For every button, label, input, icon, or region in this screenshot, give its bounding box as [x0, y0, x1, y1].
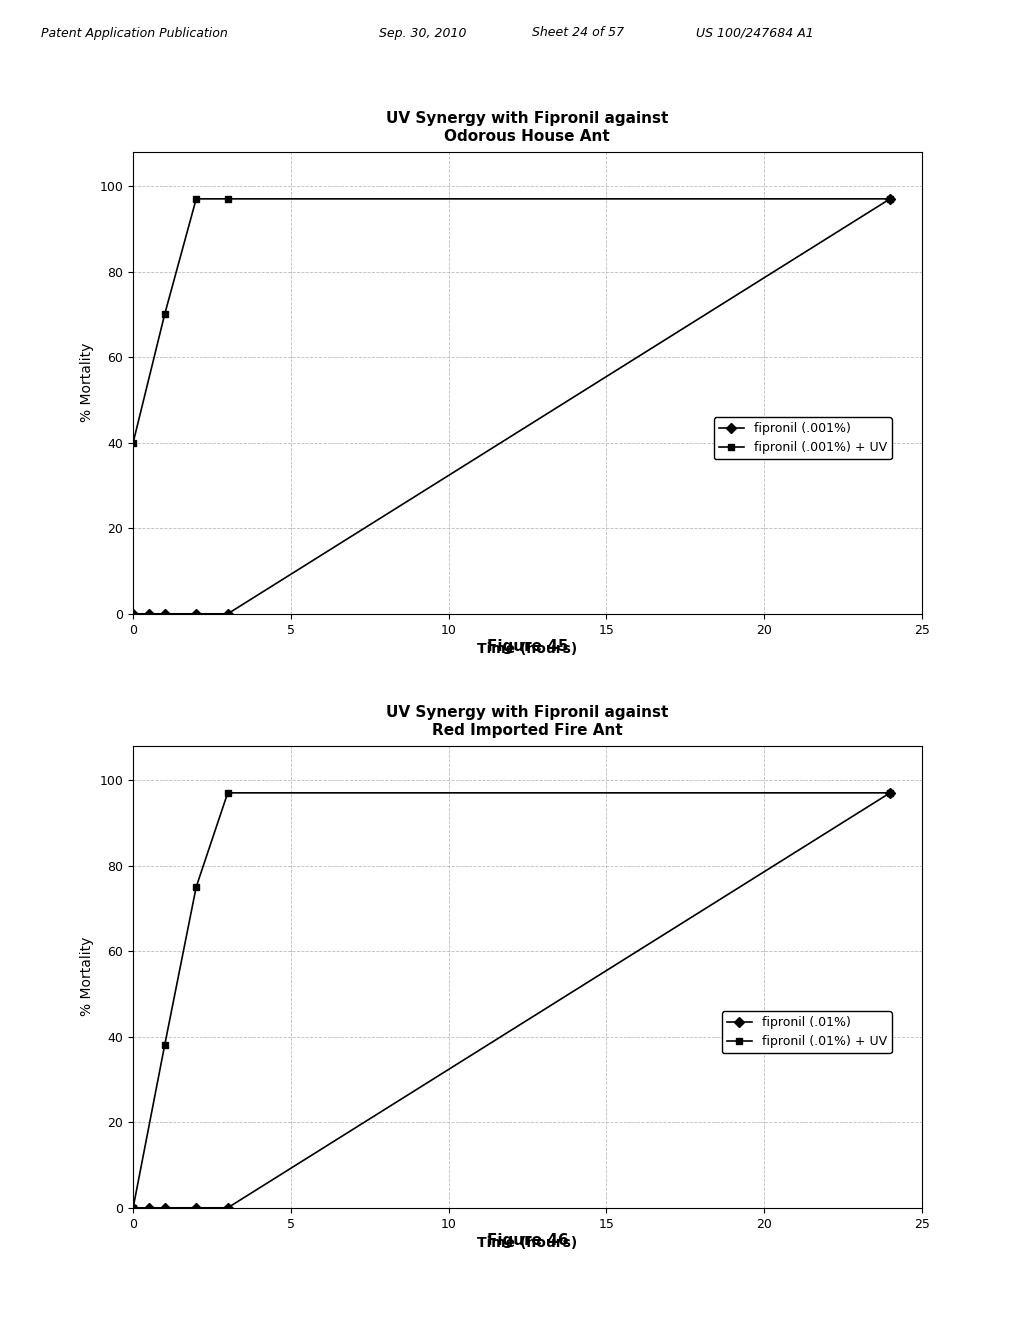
Text: Sheet 24 of 57: Sheet 24 of 57 — [532, 26, 625, 40]
Text: Figure 46: Figure 46 — [486, 1233, 568, 1249]
fipronil (.01%) + UV — [884, 785, 896, 801]
fipronil (.01%) + UV — [127, 1200, 139, 1216]
fipronil (.001%) — [190, 606, 203, 622]
fipronil (.001%) — [884, 191, 896, 207]
fipronil (.001%) + UV — [159, 306, 171, 322]
fipronil (.001%) — [221, 606, 233, 622]
fipronil (.01%) + UV — [159, 1038, 171, 1053]
X-axis label: Time (hours): Time (hours) — [477, 642, 578, 656]
X-axis label: Time (hours): Time (hours) — [477, 1236, 578, 1250]
Text: Patent Application Publication: Patent Application Publication — [41, 26, 227, 40]
fipronil (.01%) + UV — [221, 785, 233, 801]
Text: US 100/247684 A1: US 100/247684 A1 — [696, 26, 814, 40]
fipronil (.01%) — [884, 785, 896, 801]
Text: Figure 45: Figure 45 — [486, 639, 568, 655]
Line: fipronil (.01%): fipronil (.01%) — [130, 789, 894, 1212]
Legend: fipronil (.001%), fipronil (.001%) + UV: fipronil (.001%), fipronil (.001%) + UV — [714, 417, 892, 459]
Line: fipronil (.001%) + UV: fipronil (.001%) + UV — [130, 195, 894, 446]
fipronil (.001%) + UV — [221, 191, 233, 207]
fipronil (.001%) — [127, 606, 139, 622]
Y-axis label: % Mortality: % Mortality — [80, 343, 94, 422]
Legend: fipronil (.01%), fipronil (.01%) + UV: fipronil (.01%), fipronil (.01%) + UV — [722, 1011, 892, 1053]
fipronil (.01%) — [127, 1200, 139, 1216]
Y-axis label: % Mortality: % Mortality — [80, 937, 94, 1016]
fipronil (.001%) + UV — [127, 434, 139, 450]
fipronil (.001%) — [159, 606, 171, 622]
Title: UV Synergy with Fipronil against
Red Imported Fire Ant: UV Synergy with Fipronil against Red Imp… — [386, 705, 669, 738]
fipronil (.01%) — [221, 1200, 233, 1216]
fipronil (.001%) — [142, 606, 155, 622]
Line: fipronil (.01%) + UV: fipronil (.01%) + UV — [130, 789, 894, 1212]
fipronil (.01%) + UV — [190, 879, 203, 895]
Title: UV Synergy with Fipronil against
Odorous House Ant: UV Synergy with Fipronil against Odorous… — [386, 111, 669, 144]
fipronil (.01%) — [142, 1200, 155, 1216]
fipronil (.001%) + UV — [884, 191, 896, 207]
fipronil (.001%) + UV — [190, 191, 203, 207]
Text: Sep. 30, 2010: Sep. 30, 2010 — [379, 26, 466, 40]
Line: fipronil (.001%): fipronil (.001%) — [130, 195, 894, 618]
fipronil (.01%) — [190, 1200, 203, 1216]
fipronil (.01%) — [159, 1200, 171, 1216]
